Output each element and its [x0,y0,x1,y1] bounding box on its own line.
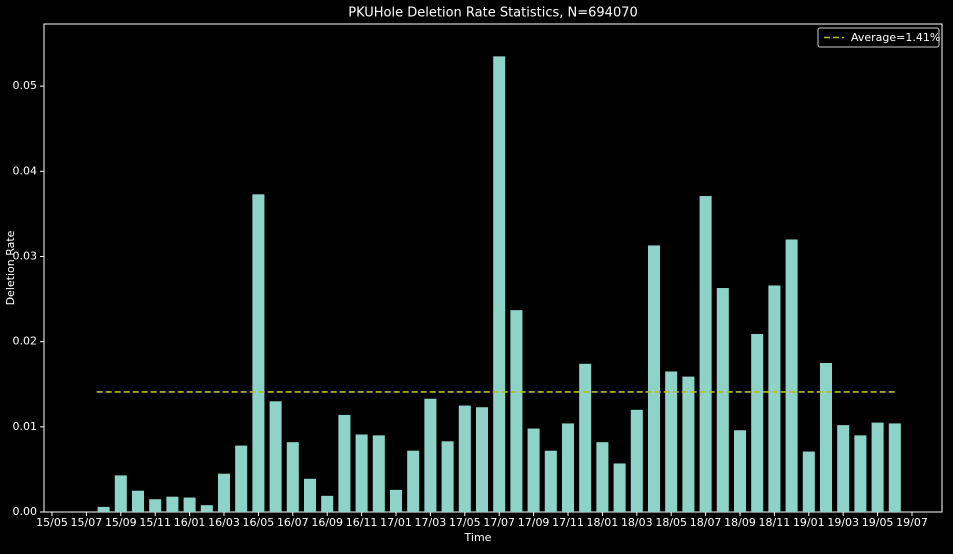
bar [441,441,454,512]
x-tick-label: 17/05 [449,516,481,529]
bar [647,245,661,512]
bar [682,376,695,512]
bar [338,414,351,512]
x-tick-label: 16/09 [311,516,343,529]
bar [269,401,282,512]
bar [854,435,867,512]
bar [458,405,471,512]
bar [149,499,162,512]
bar [372,435,385,512]
x-tick-label: 16/03 [208,516,240,529]
bar [510,310,523,512]
bar [475,407,489,512]
bar [303,478,317,512]
bar [200,505,213,512]
bar [871,422,884,512]
x-tick-label: 16/11 [346,516,378,529]
bar [183,497,196,512]
x-tick-label: 17/01 [380,516,412,529]
bar [716,288,729,512]
bar [613,463,626,512]
bar [355,434,368,512]
x-tick-label: 16/07 [277,516,309,529]
bar [407,450,420,512]
bar [97,506,110,512]
x-tick-label: 16/05 [243,516,275,529]
x-tick-label: 15/07 [71,516,103,529]
bar [321,495,334,512]
bar [217,473,231,512]
x-tick-label: 18/03 [621,516,653,529]
x-tick-label: 15/09 [105,516,137,529]
x-tick-label: 17/11 [552,516,584,529]
legend-label: Average=1.41% [851,31,940,44]
x-tick-label: 17/09 [518,516,550,529]
bar [252,194,265,512]
bar [802,451,815,512]
x-tick-label: 19/07 [896,516,928,529]
y-tick-label: 0.03 [13,250,38,263]
x-tick-label: 19/03 [827,516,859,529]
bar [751,334,764,512]
x-axis-label: Time [464,531,492,544]
x-tick-label: 19/01 [793,516,825,529]
bar [768,285,781,512]
bar [114,475,127,512]
y-tick-label: 0.05 [13,79,38,92]
bar [630,409,643,512]
bar [837,425,850,512]
bar [561,423,575,512]
bar [286,442,299,512]
bar [424,398,437,512]
bar [785,239,798,512]
bar [389,489,403,512]
y-axis-label: Deletion Rate [4,230,17,305]
chart-title: PKUHole Deletion Rate Statistics, N=6940… [348,6,638,21]
bar [819,362,833,512]
bar [493,56,506,512]
x-tick-label: 18/09 [724,516,756,529]
bar [579,363,592,512]
x-tick-label: 16/01 [174,516,206,529]
bar [888,423,901,512]
x-tick-label: 18/05 [655,516,687,529]
x-tick-label: 18/01 [587,516,619,529]
x-tick-label: 15/05 [36,516,68,529]
x-tick-label: 15/11 [139,516,171,529]
bar [527,428,540,512]
bar [166,496,179,512]
y-tick-label: 0.04 [13,164,38,177]
bar [665,371,678,512]
x-tick-label: 18/11 [759,516,791,529]
y-tick-label: 0.01 [13,420,38,433]
bar [596,442,609,512]
x-tick-label: 18/07 [690,516,722,529]
x-tick-label: 19/05 [862,516,894,529]
bar [235,445,248,512]
y-tick-label: 0.00 [13,505,38,518]
plot-frame [43,23,943,513]
bar [544,450,557,512]
x-tick-label: 17/07 [483,516,515,529]
bar [699,196,712,512]
legend-box [817,27,940,48]
x-tick-label: 17/03 [415,516,447,529]
y-tick-label: 0.02 [13,335,38,348]
bar [733,430,747,512]
bar [131,490,145,512]
